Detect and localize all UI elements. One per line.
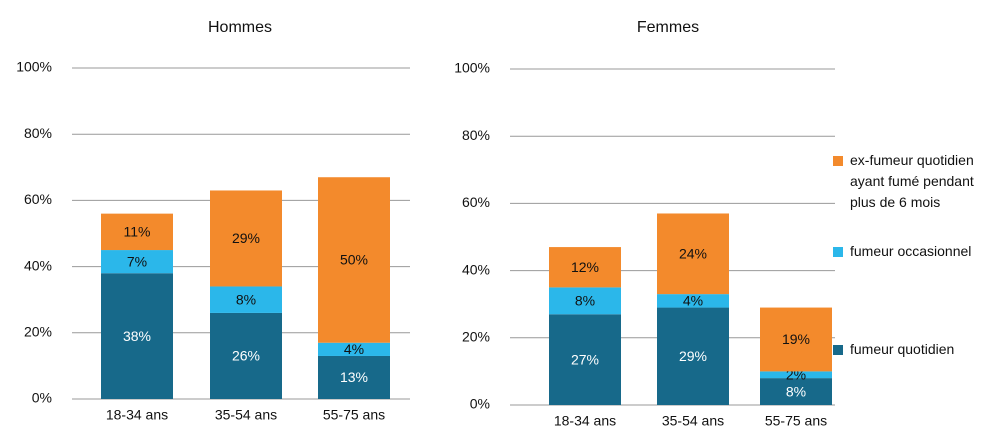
value-label: 7% [127, 253, 147, 269]
bar-segment [549, 287, 621, 315]
y-tick-label: 20% [462, 329, 490, 345]
value-label: 12% [571, 259, 599, 275]
legend-label: ex-fumeur quotidien ayant fumé pendant p… [850, 152, 974, 210]
bar-segment [760, 378, 832, 405]
y-tick-label: 100% [454, 60, 490, 76]
value-label: 8% [786, 383, 806, 399]
value-label: 26% [232, 348, 260, 364]
bar-segment [760, 371, 832, 379]
legend-swatch [833, 156, 843, 166]
y-tick-label: 100% [16, 59, 52, 75]
y-tick-label: 40% [462, 261, 490, 277]
x-tick-label: 18-34 ans [554, 413, 616, 429]
value-label: 11% [124, 224, 151, 240]
y-tick-label: 60% [462, 194, 490, 210]
value-label: 4% [344, 341, 364, 357]
bar-segment [549, 314, 621, 405]
bar-segment [657, 294, 729, 308]
y-tick-label: 40% [24, 257, 52, 273]
value-label: 29% [232, 230, 260, 246]
bar-segment [657, 213, 729, 295]
y-tick-label: 60% [24, 191, 52, 207]
x-tick-label: 55-75 ans [765, 413, 827, 429]
bar-segment [657, 307, 729, 405]
y-tick-label: 0% [470, 396, 490, 412]
value-label: 38% [123, 328, 151, 344]
bar-segment [210, 312, 282, 399]
value-label: 24% [679, 246, 707, 262]
legend-label: fumeur quotidien [850, 341, 955, 357]
value-label: 19% [782, 331, 810, 347]
bar-segment [101, 213, 173, 251]
bar-segment [101, 250, 173, 274]
bar-segment [318, 342, 390, 356]
x-tick-label: 18-34 ans [106, 407, 168, 423]
value-label: 8% [236, 291, 256, 307]
bar-segment [760, 307, 832, 372]
value-label: 8% [575, 293, 595, 309]
y-tick-label: 80% [24, 125, 52, 141]
chart-title: Femmes [637, 19, 699, 36]
bar-segment [210, 286, 282, 313]
chart-title: Hommes [208, 19, 272, 36]
value-label: 50% [340, 252, 368, 268]
legend-swatch [833, 345, 843, 355]
x-tick-label: 55-75 ans [323, 407, 385, 423]
y-tick-label: 20% [24, 324, 52, 340]
bar-segment [101, 273, 173, 399]
value-label: 29% [679, 348, 707, 364]
x-tick-label: 35-54 ans [215, 407, 277, 423]
bar-segment [210, 190, 282, 287]
value-label: 13% [340, 369, 368, 385]
bar-segment [318, 355, 390, 399]
legend-swatch [833, 247, 843, 257]
value-label: 27% [571, 351, 599, 367]
bar-segment [318, 177, 390, 343]
legend-label: fumeur occasionnel [850, 243, 972, 259]
y-tick-label: 80% [462, 127, 490, 143]
value-label: 4% [683, 293, 703, 309]
bar-segment [549, 247, 621, 288]
y-tick-label: 0% [32, 390, 52, 406]
x-tick-label: 35-54 ans [662, 413, 724, 429]
